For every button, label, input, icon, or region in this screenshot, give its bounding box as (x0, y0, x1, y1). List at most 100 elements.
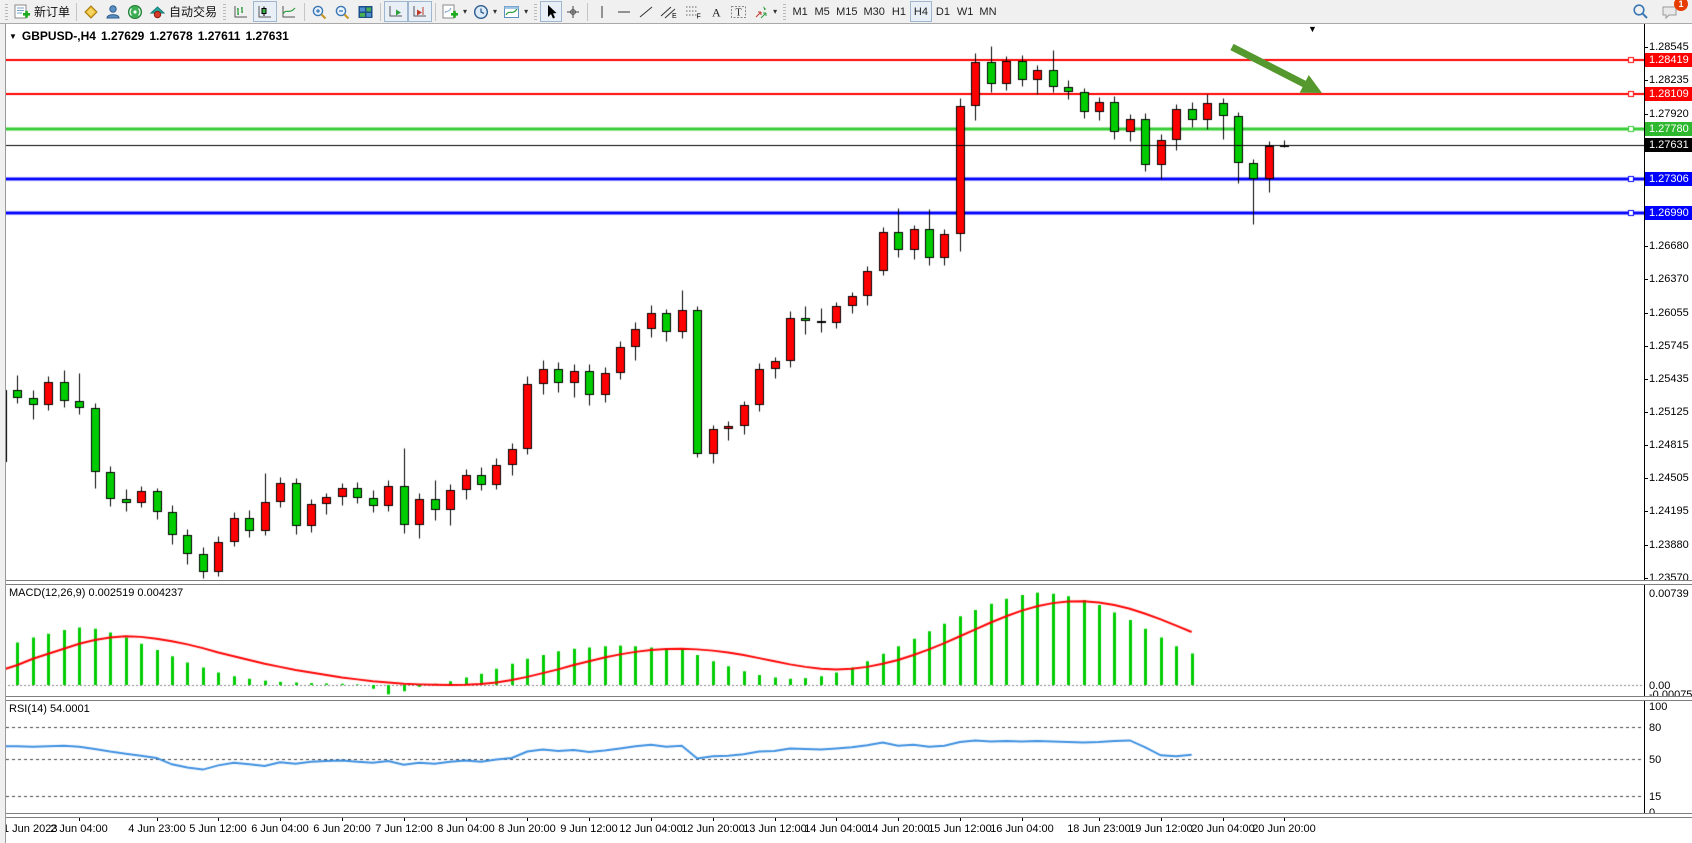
signals-button[interactable] (124, 1, 146, 22)
timeframe-w1-button[interactable]: W1 (954, 1, 977, 22)
cursor-button[interactable] (540, 1, 563, 22)
charts-button[interactable] (80, 1, 102, 22)
templates-button[interactable]: ▾ (500, 1, 531, 22)
time-axis-label: 8 Jun 04:00 (437, 823, 495, 835)
price-line-badge: 1.28419 (1645, 53, 1692, 67)
price-line-badge: 1.27631 (1645, 138, 1692, 152)
time-axis-label: 19 Jun 12:00 (1129, 823, 1193, 835)
periods-button[interactable]: ▾ (470, 1, 500, 22)
auto-scroll-icon (389, 5, 403, 16)
timeframe-mn-button[interactable]: MN (976, 1, 999, 22)
trendline-tool-button[interactable] (635, 1, 657, 22)
template-icon (504, 5, 520, 18)
time-tick (404, 817, 405, 821)
candlestick-chart-type-button[interactable] (253, 1, 278, 22)
bar-chart-type-button[interactable] (229, 1, 253, 22)
quote-line: ▼ GBPUSD-,H4 1.27629 1.27678 1.27611 1.2… (9, 29, 289, 43)
time-axis-label: 14 Jun 20:00 (866, 823, 930, 835)
timeframe-label: M30 (863, 5, 885, 18)
macd-axis-label: 0.00739 (1649, 588, 1689, 600)
svg-text:T: T (736, 7, 742, 18)
timeframe-h1-button[interactable]: H1 (888, 1, 910, 22)
time-axis-label: 16 Jun 04:00 (990, 823, 1054, 835)
price-tick-label: 1.27920 (1644, 108, 1689, 120)
line-chart-icon (282, 5, 296, 17)
text-tool-button[interactable]: A (705, 1, 727, 22)
price-tick-label: 1.26680 (1644, 240, 1689, 252)
time-axis-label: 12 Jun 20:00 (681, 823, 745, 835)
channel-e-glyph: E (672, 13, 677, 20)
quote-collapse-icon[interactable]: ▼ (9, 31, 17, 41)
price-tick-label: 1.25435 (1644, 373, 1689, 385)
time-axis-label: 20 Jun 04:00 (1191, 823, 1255, 835)
notifications-button[interactable]: 1 (1658, 0, 1688, 22)
zoom-out-button[interactable] (331, 1, 354, 22)
time-tick (713, 817, 714, 821)
pane-separator[interactable] (0, 580, 1692, 585)
macd-pane-canvas[interactable] (0, 584, 1644, 696)
trend-arrow-annotation[interactable] (1230, 43, 1322, 93)
rsi-pane-canvas[interactable] (0, 700, 1644, 813)
equidistant-channel-tool-button[interactable]: E (657, 1, 681, 22)
timeframe-m30-button[interactable]: M30 (861, 1, 888, 22)
timeframe-d1-button[interactable]: D1 (932, 1, 954, 22)
toolbar-separator (76, 2, 78, 21)
time-tick (157, 817, 158, 821)
zoom-in-button[interactable] (308, 1, 331, 22)
vertical-line-tool-button[interactable] (591, 1, 613, 22)
zoom-in-icon (312, 5, 327, 19)
timeframe-label: M5 (814, 5, 830, 18)
timeframe-h4-button[interactable]: H4 (909, 1, 932, 22)
timeframe-m15-button[interactable]: M15 (833, 1, 860, 22)
timeframe-label: D1 (935, 5, 950, 18)
time-axis-label: 18 Jun 23:00 (1067, 823, 1131, 835)
pane-separator[interactable] (0, 696, 1692, 701)
profile-button[interactable] (102, 1, 124, 22)
indicators-button[interactable]: ▾ (439, 1, 470, 22)
cursor-icon (548, 4, 557, 18)
time-tick (280, 817, 281, 821)
time-axis[interactable]: 1 Jun 2023 2 Jun 04:00 4 Jun 23:00 5 Jun 12… (0, 817, 1692, 843)
toolbar-drag-handle[interactable] (783, 3, 787, 20)
text-label-tool-button[interactable]: T (727, 1, 750, 22)
arrows-tool-button[interactable]: ▾ (750, 1, 780, 22)
toolbar-separator (380, 2, 382, 21)
quote-high: 1.27678 (149, 29, 193, 43)
price-chart-canvas[interactable] (0, 25, 1644, 580)
new-order-button[interactable]: 新订单 (11, 1, 73, 22)
chart-shift-button[interactable] (408, 1, 433, 22)
trendline-icon (639, 6, 653, 17)
pane-separator[interactable] (0, 813, 1692, 818)
signal-icon (128, 4, 143, 19)
timeframe-group: M1 M5 M15 M30 H1 H4 D1 W1 MN (789, 1, 999, 22)
timeframe-label: M15 (836, 5, 858, 18)
search-icon (1633, 4, 1648, 19)
price-axis[interactable]: 1.28545 1.28235 1.27920 1.26680 1.26370 1.260… (1644, 24, 1692, 819)
tile-windows-button[interactable] (354, 1, 377, 22)
toolbar-drag-handle[interactable] (5, 3, 8, 20)
fibonacci-tool-button[interactable]: F (681, 1, 705, 22)
crosshair-button[interactable] (562, 1, 584, 22)
toolbar-drag-handle[interactable] (223, 3, 227, 20)
line-chart-type-button[interactable] (277, 1, 301, 22)
time-tick (466, 817, 467, 821)
rsi-axis-label: 80 (1649, 722, 1662, 734)
auto-trading-button[interactable]: 自动交易 (146, 1, 220, 22)
time-tick (1022, 817, 1023, 821)
time-tick (1284, 817, 1285, 821)
search-button[interactable] (1629, 1, 1652, 22)
quote-open: 1.27629 (100, 29, 145, 43)
price-tick-label: 1.24505 (1644, 472, 1689, 484)
time-tick (775, 817, 776, 821)
chevron-down-icon: ▾ (493, 7, 498, 16)
horizontal-line-tool-button[interactable] (613, 1, 635, 22)
chart-shift-marker-icon[interactable]: ▼ (1308, 24, 1317, 34)
toolbar: 新订单 自动交易 (0, 0, 1692, 24)
timeframe-m5-button[interactable]: M5 (811, 1, 833, 22)
timeframe-m1-button[interactable]: M1 (789, 1, 811, 22)
time-axis-label: 4 Jun 23:00 (128, 823, 186, 835)
clock-icon (474, 4, 489, 19)
time-axis-label: 14 Jun 04:00 (804, 823, 868, 835)
auto-scroll-button[interactable] (384, 1, 409, 22)
toolbar-drag-handle[interactable] (534, 3, 538, 20)
